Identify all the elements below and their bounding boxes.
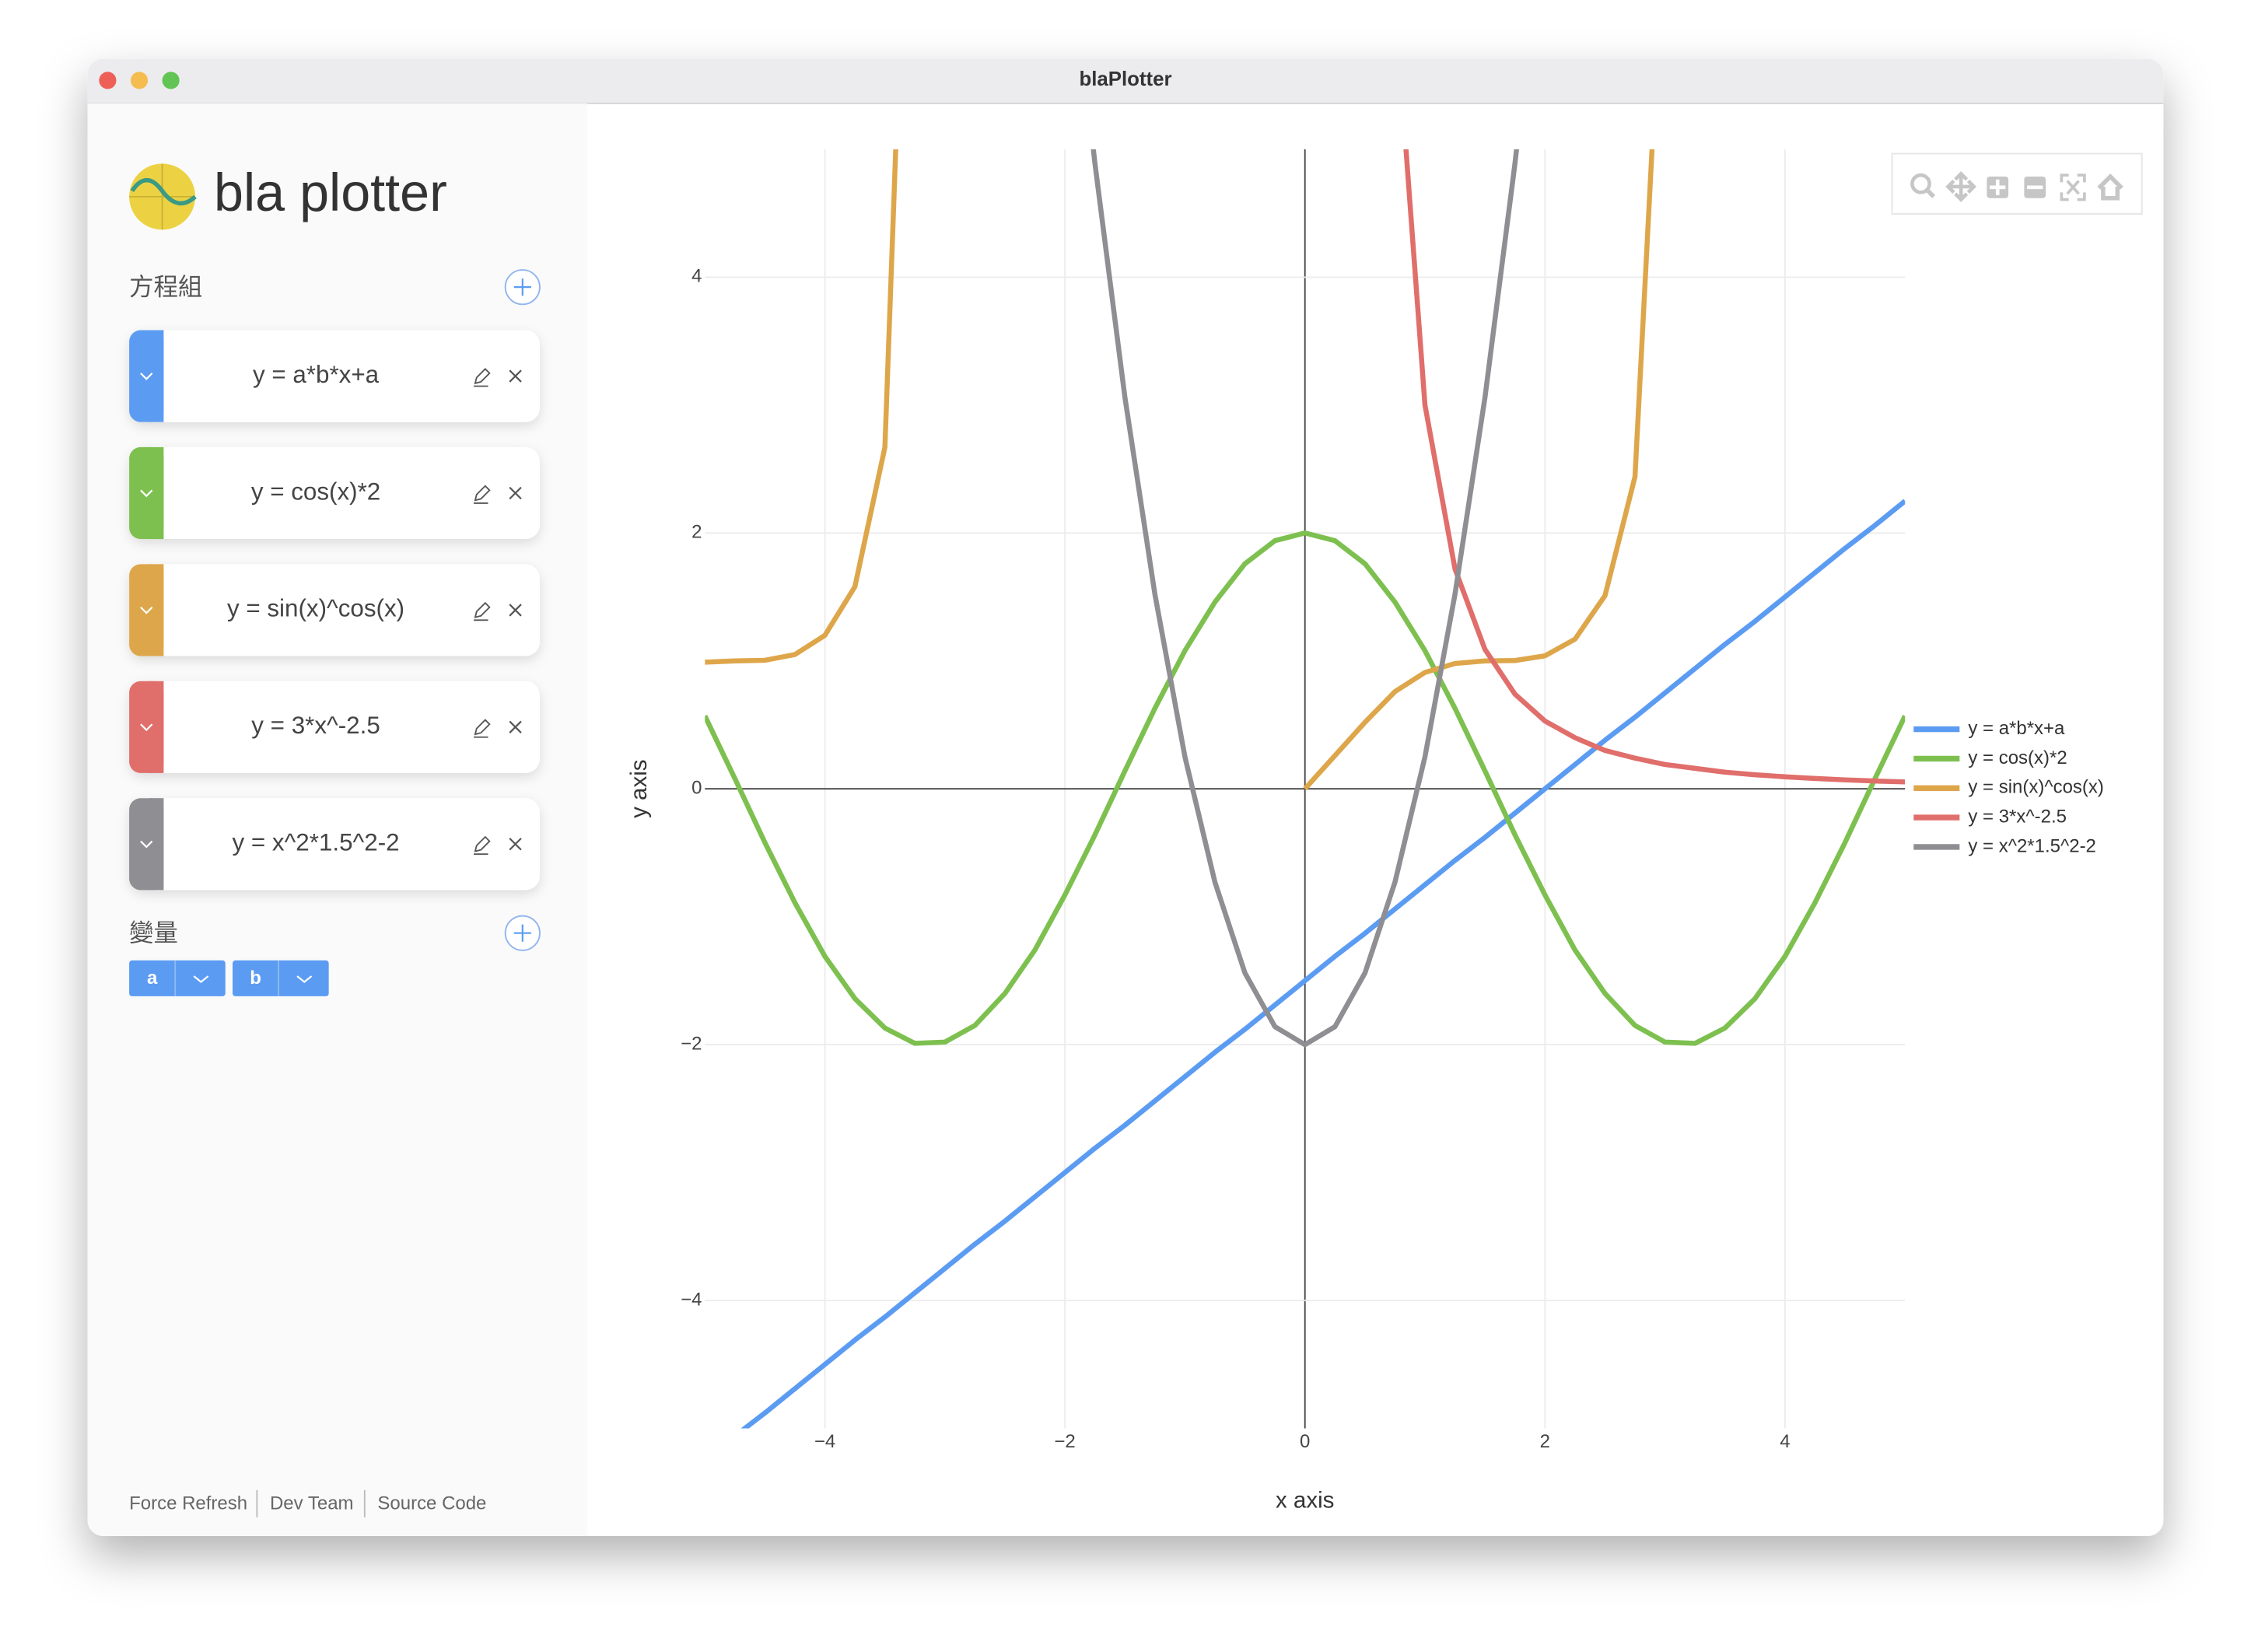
- equation-text: y = a*b*x+a: [253, 361, 380, 388]
- card-body[interactable]: [129, 330, 540, 422]
- logo: bla plotter: [129, 163, 447, 230]
- reset-tool[interactable]: [2097, 173, 2123, 201]
- expand-icon[interactable]: [140, 840, 153, 849]
- legend: y = a*b*x+a y = cos(x)*2 y = sin(x)^cos(x)…: [1913, 718, 2104, 856]
- logo-wave: [130, 177, 197, 206]
- equation-card[interactable]: y = sin(x)^cos(x): [129, 564, 540, 656]
- equation-card[interactable]: y = a*b*x+a: [129, 330, 540, 422]
- zoom-tool[interactable]: [1910, 173, 1931, 194]
- minimize-button[interactable]: [130, 72, 149, 89]
- equation-text: y = x^2*1.5^2-2: [232, 829, 399, 856]
- y-tick-label: 2: [691, 522, 702, 543]
- add-icon[interactable]: [513, 924, 531, 942]
- pan-tool[interactable]: [1945, 171, 1977, 202]
- autoscale-tool[interactable]: [2060, 173, 2086, 201]
- edit-icon[interactable]: [474, 485, 491, 504]
- expand-icon[interactable]: [140, 723, 153, 732]
- y-tick-label: −4: [681, 1289, 702, 1310]
- legend-label[interactable]: y = cos(x)*2: [1968, 747, 2067, 768]
- window-title: blaPlotter: [1079, 68, 1171, 90]
- legend-label[interactable]: y = x^2*1.5^2-2: [1968, 835, 2096, 856]
- plot-toolbar: [1891, 152, 2143, 215]
- zoom-button[interactable]: [162, 72, 180, 89]
- card-body[interactable]: [129, 798, 540, 891]
- logo-text: bla plotter: [214, 163, 447, 222]
- expand-icon[interactable]: [140, 606, 153, 614]
- legend-label[interactable]: y = sin(x)^cos(x): [1968, 777, 2104, 798]
- edit-icon[interactable]: [474, 601, 491, 621]
- x-tick-label: 0: [1300, 1431, 1310, 1452]
- window: [87, 58, 2164, 1536]
- footer-link[interactable]: Dev Team: [270, 1493, 354, 1514]
- legend-label[interactable]: y = 3*x^-2.5: [1968, 806, 2067, 827]
- card-body[interactable]: [129, 446, 540, 540]
- expand-icon[interactable]: [140, 373, 153, 380]
- card-color-strip: [149, 681, 164, 773]
- edit-icon[interactable]: [474, 368, 491, 387]
- legend-label[interactable]: y = a*b*x+a: [1968, 718, 2065, 739]
- footer: Force Refresh Dev Team Source Code: [129, 1489, 486, 1517]
- series-lines: [705, 149, 1906, 1429]
- delete-icon[interactable]: [509, 720, 522, 733]
- card-color-strip: [149, 446, 164, 540]
- variable-name[interactable]: b: [250, 968, 261, 989]
- zoom-in-icon[interactable]: [1990, 179, 2006, 196]
- add-equation-button[interactable]: [504, 269, 541, 306]
- x-tick-label: −2: [1054, 1431, 1075, 1452]
- series-line: [740, 499, 1906, 1429]
- equation-card[interactable]: y = x^2*1.5^2-2: [129, 798, 540, 891]
- equation-card[interactable]: y = cos(x)*2: [129, 446, 540, 540]
- expand-icon[interactable]: [140, 489, 153, 498]
- variable-button-body[interactable]: [232, 960, 329, 996]
- y-tick-label: 0: [691, 778, 702, 799]
- card-color-strip: [149, 330, 164, 422]
- add-variable-button[interactable]: [504, 915, 541, 951]
- y-tick-label: −2: [681, 1033, 702, 1054]
- equation-text: y = cos(x)*2: [251, 478, 380, 505]
- x-axis-title: x axis: [1276, 1487, 1334, 1513]
- x-tick-label: 4: [1780, 1431, 1790, 1452]
- series-line: [705, 530, 1906, 1046]
- variables-heading: 變量: [129, 919, 178, 947]
- y-tick-label: 4: [691, 266, 702, 287]
- y-axis-title: y axis: [626, 759, 652, 817]
- zoom-tool-handle[interactable]: [1924, 187, 1936, 198]
- add-icon[interactable]: [513, 278, 531, 296]
- footer-link[interactable]: Force Refresh: [129, 1493, 247, 1514]
- variable-dropdown-icon[interactable]: [296, 975, 313, 983]
- x-tick-label: 2: [1540, 1431, 1550, 1452]
- series-line: [1403, 149, 1906, 785]
- edit-icon[interactable]: [474, 835, 491, 856]
- delete-icon[interactable]: [509, 369, 522, 383]
- variable-name[interactable]: a: [147, 968, 158, 989]
- equation-text: y = 3*x^-2.5: [251, 712, 380, 739]
- card-color-strip: [149, 798, 164, 891]
- footer-link[interactable]: Source Code: [377, 1493, 486, 1514]
- equation-list: y = a*b*x+a y = cos(x)*2 y = sin(x)^cos(x)…: [129, 330, 540, 891]
- x-tick-label: −4: [814, 1431, 835, 1452]
- variable-button-body[interactable]: [129, 960, 226, 996]
- card-color-strip: [149, 564, 164, 656]
- equations-heading: 方程組: [129, 273, 202, 300]
- title-bar: [87, 58, 2164, 103]
- close-button[interactable]: [99, 72, 117, 89]
- delete-icon[interactable]: [509, 604, 522, 617]
- card-body[interactable]: [129, 564, 540, 656]
- series-line: [1090, 149, 1519, 1048]
- card-body[interactable]: [129, 681, 540, 773]
- edit-icon[interactable]: [474, 719, 491, 738]
- variable-dropdown-icon[interactable]: [193, 975, 209, 983]
- equation-text: y = sin(x)^cos(x): [227, 595, 404, 622]
- variable-button[interactable]: a: [129, 960, 226, 996]
- delete-icon[interactable]: [509, 838, 522, 851]
- delete-icon[interactable]: [509, 486, 522, 500]
- series-line: [705, 149, 1655, 791]
- variable-button[interactable]: b: [232, 960, 329, 996]
- equation-card[interactable]: y = 3*x^-2.5: [129, 681, 540, 773]
